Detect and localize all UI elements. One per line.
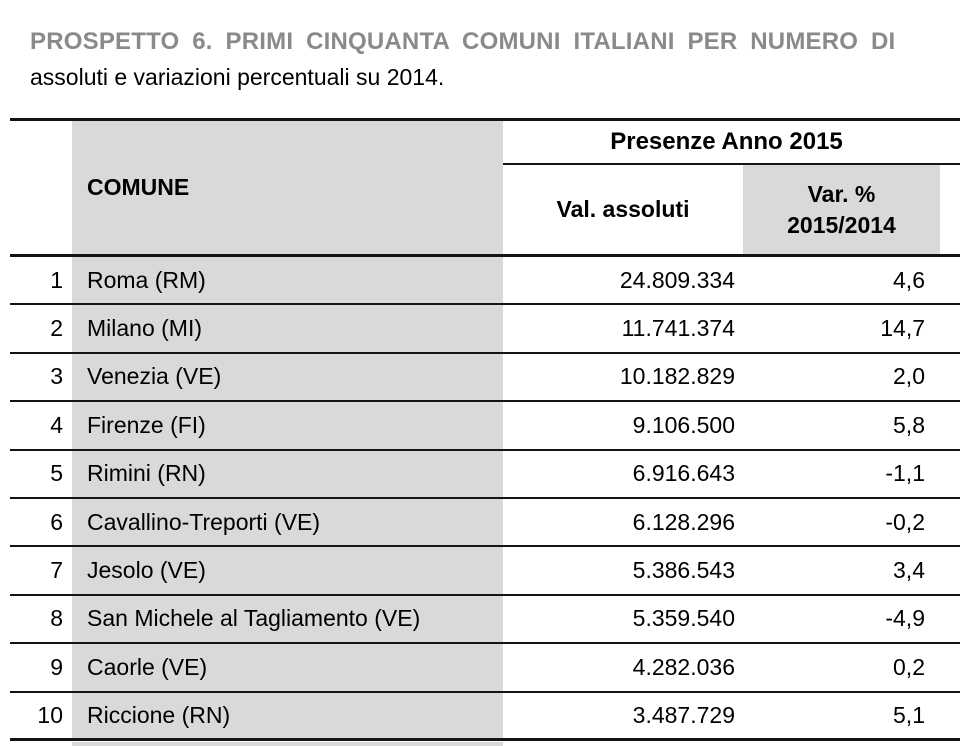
comune-cell: Rimini (RN): [72, 450, 503, 497]
var-cell: 0,2: [893, 653, 925, 680]
var-cell: 14,7: [880, 315, 925, 342]
column-header-comune: COMUNE: [87, 174, 190, 200]
prospetto-title: PROSPETTO 6. PRIMI CINQUANTA COMUNI ITAL…: [30, 28, 896, 55]
rank-cell: 1: [50, 266, 63, 293]
comune-cell: Roma (RM): [72, 257, 503, 304]
header-bottom-rule: [10, 254, 960, 257]
var-cell: 2,0: [893, 363, 925, 390]
var-header-fill: [743, 165, 940, 254]
table-row: 7 Jesolo (VE) 5.386.543 3,4: [10, 547, 960, 596]
rank-cell: 7: [50, 557, 63, 584]
var-cell: -1,1: [885, 460, 925, 487]
table-row: 4 Firenze (FI) 9.106.500 5,8: [10, 402, 960, 451]
table-row: 5 Rimini (RN) 6.916.643 -1,1: [10, 450, 960, 499]
val-cell: 5.359.540: [632, 605, 735, 632]
rank-cell: 5: [50, 460, 63, 487]
table-row: 1 Roma (RM) 24.809.334 4,6: [10, 257, 960, 306]
var-cell: 5,1: [893, 701, 925, 728]
spacer-cell: [940, 596, 960, 642]
spacer-cell: [940, 354, 960, 400]
var-cell: 5,8: [893, 411, 925, 438]
table-row: 6 Cavallino-Treporti (VE) 6.128.296 -0,2: [10, 498, 960, 548]
comune-cell: Firenze (FI): [72, 402, 503, 449]
rank-cell: 3: [50, 363, 63, 390]
val-cell: 11.741.374: [621, 315, 735, 342]
group-header-rule: [503, 163, 960, 165]
spacer-cell: [940, 451, 960, 497]
val-cell: 9.106.500: [632, 411, 735, 438]
column-header-val-assoluti: Val. assoluti: [556, 196, 690, 222]
table-row: 3 Venezia (VE) 10.182.829 2,0: [10, 353, 960, 403]
var-percent-label-line2: 2015/2014: [787, 211, 896, 238]
var-cell: -0,2: [885, 508, 925, 535]
comune-column-cutoff-fill: [72, 742, 503, 746]
comune-cell: Milano (MI): [72, 305, 503, 352]
var-cell: -4,9: [885, 605, 925, 632]
table-body: 1 Roma (RM) 24.809.334 4,6 2 Milano (MI)…: [10, 257, 960, 741]
rank-cell: 4: [50, 411, 63, 438]
comune-cell: Riccione (RN): [72, 692, 503, 738]
comune-cell: Cavallino-Treporti (VE): [72, 498, 503, 546]
val-cell: 3.487.729: [632, 701, 735, 728]
spacer-cell: [940, 547, 960, 593]
spacer-cell: [940, 305, 960, 351]
rank-cell: 8: [50, 605, 63, 632]
comune-header-fill: [72, 121, 503, 254]
spacer-cell: [940, 644, 960, 690]
val-cell: 6.128.296: [632, 508, 735, 535]
comune-cell: Venezia (VE): [72, 353, 503, 401]
val-cell: 4.282.036: [632, 653, 735, 680]
table-row: 8 San Michele al Tagliamento (VE) 5.359.…: [10, 595, 960, 645]
rank-cell: 9: [50, 653, 63, 680]
spacer-cell: [940, 257, 960, 303]
group-header-presenze-2015: Presenze Anno 2015: [610, 128, 843, 155]
table-row: 2 Milano (MI) 11.741.374 14,7: [10, 305, 960, 354]
column-header-var-percent: Var. % 2015/2014: [743, 165, 940, 254]
table-top-rule: [10, 118, 960, 121]
comune-cell: San Michele al Tagliamento (VE): [72, 595, 503, 643]
rank-cell: 2: [50, 315, 63, 342]
spacer-cell: [940, 402, 960, 448]
table-row: 9 Caorle (VE) 4.282.036 0,2: [10, 644, 960, 693]
val-cell: 6.916.643: [632, 460, 735, 487]
rank-cell: 10: [37, 701, 63, 728]
val-cell: 5.386.543: [632, 557, 735, 584]
comune-cell: Caorle (VE): [72, 644, 503, 691]
var-cell: 3,4: [893, 557, 925, 584]
var-percent-label-line1: Var. %: [807, 180, 876, 207]
var-cell: 4,6: [893, 266, 925, 293]
table-row: 10 Riccione (RN) 3.487.729 5,1: [10, 692, 960, 741]
comune-cell: Jesolo (VE): [72, 547, 503, 594]
rank-cell: 6: [50, 508, 63, 535]
prospetto-subtitle: assoluti e variazioni percentuali su 201…: [30, 64, 445, 90]
spacer-cell: [940, 499, 960, 545]
val-cell: 24.809.334: [619, 266, 735, 293]
val-cell: 10.182.829: [619, 363, 735, 390]
spacer-cell: [940, 693, 960, 738]
